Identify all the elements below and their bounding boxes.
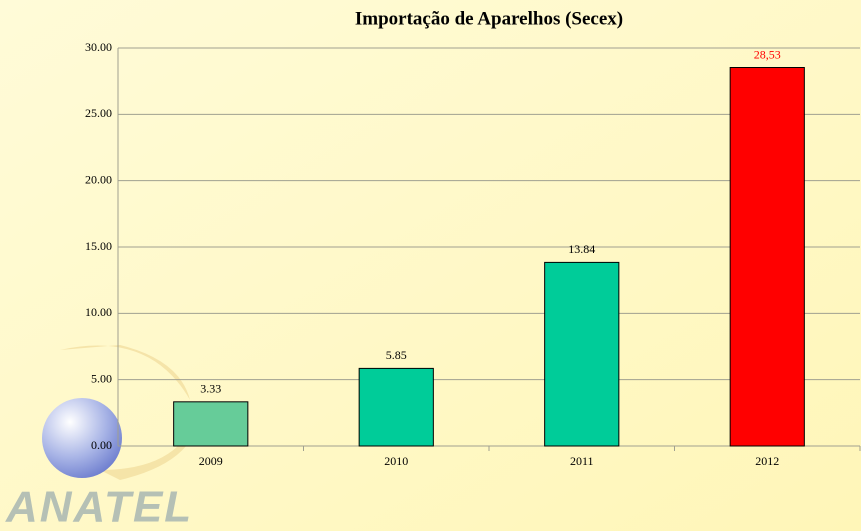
y-tick-label: 20.00 (85, 172, 112, 186)
bar (729, 67, 805, 447)
x-tick-label: 2012 (755, 454, 779, 468)
y-tick-label: 15.00 (85, 239, 112, 253)
x-tick-label: 2009 (199, 454, 223, 468)
value-label: 3.33 (200, 382, 221, 396)
logo-sphere (42, 398, 122, 478)
chart-title: Importação de Aparelhos (Secex) (355, 8, 623, 29)
y-tick-label: 25.00 (85, 106, 112, 120)
logo-arc (100, 400, 201, 480)
value-label: 5.85 (386, 348, 407, 362)
y-tick-label: 10.00 (85, 305, 112, 319)
y-tick-label: 5.00 (91, 371, 112, 385)
x-tick-label: 2011 (570, 454, 594, 468)
value-label: 13.84 (568, 242, 595, 256)
value-label: 28,53 (754, 47, 781, 61)
bar (173, 401, 249, 447)
y-tick-label: 0.00 (91, 438, 112, 452)
bar (358, 367, 434, 447)
x-tick-label: 2010 (384, 454, 408, 468)
logo-text: ANATEL (5, 483, 193, 531)
y-tick-label: 30.00 (85, 40, 112, 54)
bar (544, 261, 620, 447)
